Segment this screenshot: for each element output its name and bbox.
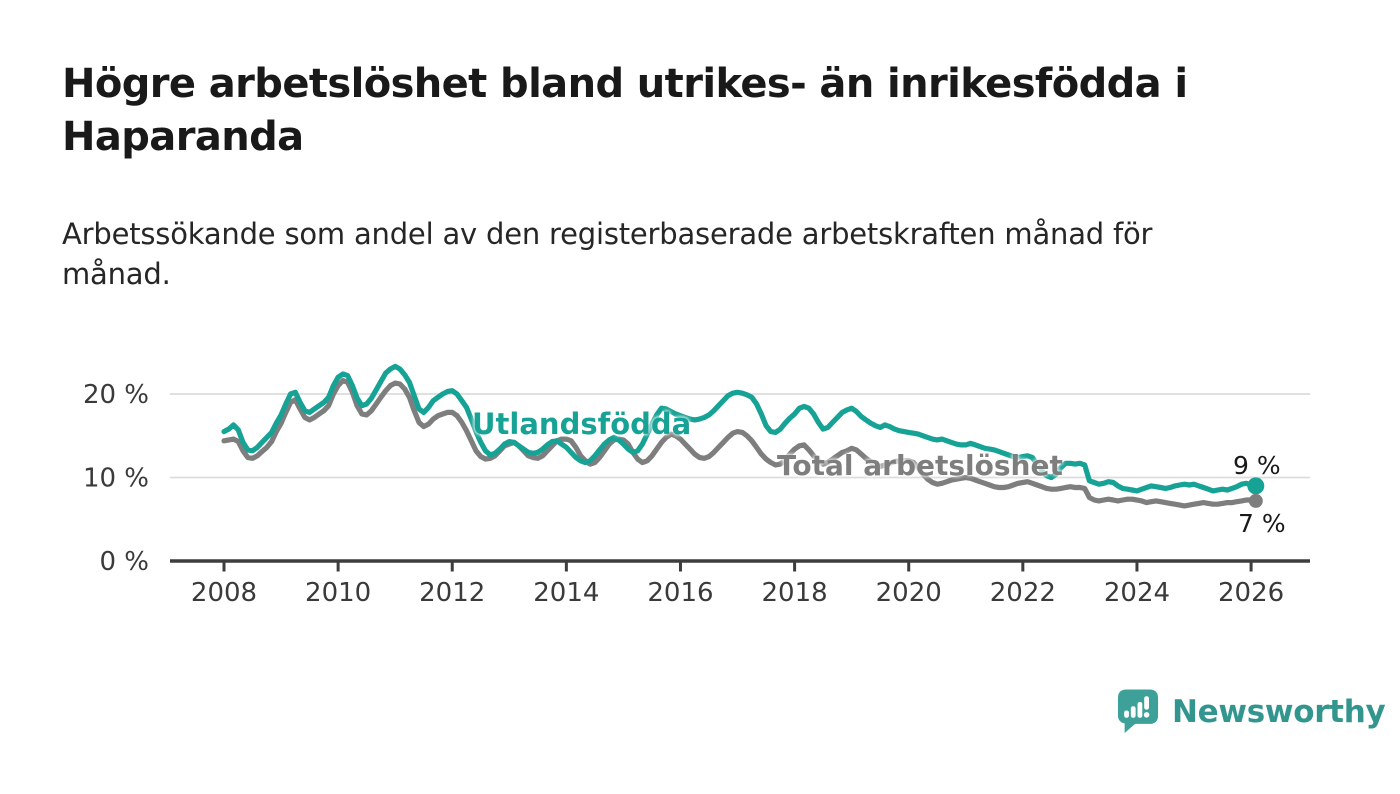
x-tick-label: 2020 [876,578,942,608]
line-Utlandsfödda [221,363,1259,494]
page-title: Högre arbetslöshet bland utrikes- än inr… [62,58,1362,164]
series-end-dots [1247,477,1265,508]
end-dot-Total arbetslöshet [1248,493,1263,508]
axis-tick-labels: 20 % 10 % 0 % 2008 2010 2012 2014 2016 2018 2020 2… [83,380,1284,608]
newsworthy-branding: Newsworthy [1117,688,1386,735]
y-tick-label: 0 % [99,547,149,577]
series-label-utlandsfodda: Utlandsfödda [472,407,692,441]
x-axis [170,559,1310,572]
line-Total arbetslöshet [221,378,1259,509]
chart-subtitle: Arbetssökande som andel av den registerb… [62,214,1302,294]
series-label-total-arbetsloshet: Total arbetslöshet [777,449,1063,482]
x-tick-label: 2024 [1104,578,1170,608]
newsworthy-logo-icon [1117,689,1159,733]
newsworthy-wordmark: Newsworthy [1172,693,1386,730]
x-tick-label: 2014 [533,578,599,608]
end-value-label-utlandsfodda: 9 % [1233,451,1281,480]
x-tick-label: 2026 [1218,578,1284,608]
y-tick-label: 10 % [83,464,149,494]
x-tick-label: 2008 [191,578,257,608]
bar-chart-glyph [1124,696,1150,718]
x-tick-label: 2018 [762,578,828,608]
page-title-line-1: Högre arbetslöshet bland utrikes- än inr… [62,61,1188,107]
page-title-line-2: Haparanda [62,114,304,160]
end-dot-Utlandsfödda [1247,477,1265,495]
chart-subtitle-line-2: månad. [62,257,171,291]
x-tick-label: 2010 [305,578,371,608]
x-tick-label: 2012 [419,578,485,608]
chart-subtitle-line-1: Arbetssökande som andel av den registerb… [62,217,1153,251]
y-tick-label: 20 % [83,380,149,410]
series-lines [221,363,1259,509]
x-tick-label: 2022 [990,578,1056,608]
end-value-label-total-arbetsloshet: 7 % [1238,509,1286,538]
gridlines [170,393,1310,479]
x-tick-label: 2016 [647,578,713,608]
